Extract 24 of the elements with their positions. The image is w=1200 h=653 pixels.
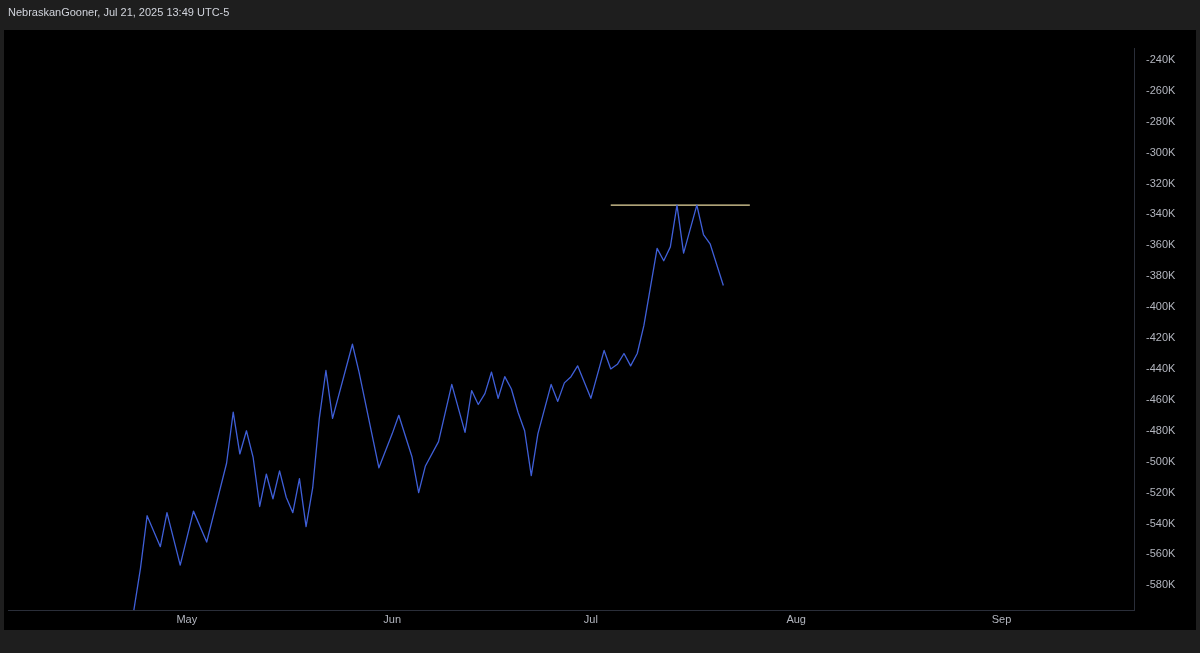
y-tick-label: -400K [1146,300,1177,313]
x-tick-label: Aug [786,613,806,626]
y-tick-label: -340K [1146,207,1177,220]
y-tick-label: -260K [1146,83,1177,96]
y-tick-label: -460K [1146,392,1177,405]
y-tick-label: -540K [1146,516,1177,529]
y-tick-label: -500K [1146,454,1177,467]
y-tick-label: -240K [1146,52,1177,65]
y-tick-label: -480K [1146,423,1177,436]
text: NebraskanGooner, Jul 21, 2025 13:49 UTC-5 [8,6,230,18]
x-tick-label: Sep [991,613,1012,626]
y-tick-label: -320K [1146,176,1177,189]
y-tick-label: -380K [1146,269,1177,282]
y-tick-label: -520K [1146,485,1177,498]
x-tick-label: May [176,613,198,626]
y-tick-label: -580K [1146,578,1177,591]
y-tick-label: -560K [1146,547,1177,560]
x-tick-label: Jul [583,613,598,626]
y-tick-label: -420K [1146,331,1177,344]
x-tick-label: Jun [383,613,402,626]
y-tick-label: -300K [1146,145,1177,158]
y-tick-label: -440K [1146,361,1177,374]
y-tick-label: -280K [1146,114,1177,127]
y-tick-label: -360K [1146,238,1177,251]
